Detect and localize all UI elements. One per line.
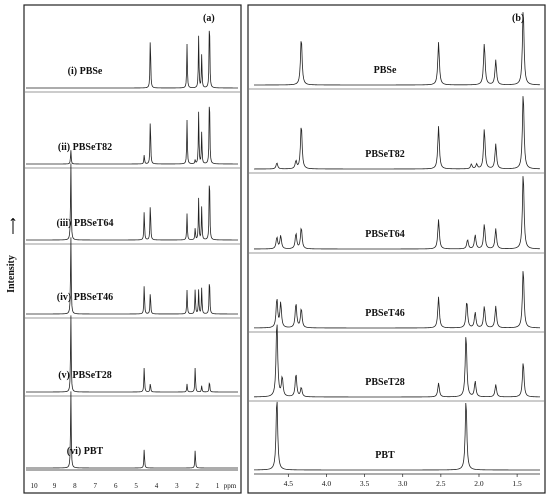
panel-b-label: (b) xyxy=(512,13,524,24)
panel-a-plot: (i) PBSe (ii) PBSeT82 (iii) PBSeT64 (iv) PB… xyxy=(25,30,240,490)
series-label-b-pbset28: PBSeT28 xyxy=(365,377,404,388)
x-tick-label-a-1: 9 xyxy=(53,482,57,490)
x-tick-label-b-0: 4.5 xyxy=(284,479,294,488)
x-tick-label-a-3: 7 xyxy=(94,482,98,490)
y-axis-arrow: ⟶ xyxy=(6,217,20,234)
x-tick-label-b-4: 2.5 xyxy=(436,479,446,488)
series-label-a-ii-pbset82: (ii) PBSeT82 xyxy=(58,142,112,153)
spectrum-a-i-pbse xyxy=(26,30,239,89)
panel-b-plot: PBSe PBSeT82 PBSeT64 PBSeT46 PBSeT28 PBT 4.5 4.… xyxy=(249,12,544,488)
series-label-b-pbt: PBT xyxy=(375,450,395,461)
spectrum-b-pbset64 xyxy=(253,176,541,250)
x-tick-label-b-6: 1.5 xyxy=(512,479,522,488)
series-label-b-pbse: PBSe xyxy=(374,65,397,76)
spectrum-b-pbset46 xyxy=(254,271,541,329)
series-label-a-v-pbset28: (v) PBSeT28 xyxy=(58,370,112,381)
spectrum-b-pbset28 xyxy=(253,324,541,398)
x-axis-unit-a: ppm xyxy=(224,482,237,490)
x-tick-label-a-2: 8 xyxy=(73,482,77,490)
x-tick-label-a-6: 4 xyxy=(155,482,159,490)
spectrum-a-ii-pbset82 xyxy=(26,106,239,165)
x-tick-label-b-1: 4.0 xyxy=(322,479,332,488)
series-label-a-i-pbse: (i) PBSe xyxy=(68,66,103,77)
x-tick-label-a-7: 3 xyxy=(175,482,179,490)
x-tick-label-a-8: 2 xyxy=(195,482,199,490)
x-tick-label-a-4: 6 xyxy=(114,482,118,490)
series-label-b-pbset82: PBSeT82 xyxy=(365,149,404,160)
panel-b-frame xyxy=(247,4,546,494)
series-label-a-iv-pbset46: (iv) PBSeT46 xyxy=(57,292,113,303)
series-label-a-iii-pbset64: (iii) PBSeT64 xyxy=(57,218,114,229)
x-tick-label-a-9: 1 xyxy=(216,482,220,490)
series-label-b-pbset46: PBSeT46 xyxy=(365,308,404,319)
y-axis-label-group: Intensity ⟶ xyxy=(6,217,20,293)
x-tick-label-b-3: 3.0 xyxy=(398,479,408,488)
series-label-b-pbset64: PBSeT64 xyxy=(365,229,404,240)
series-label-a-vi-pbt: (vi) PBT xyxy=(67,446,104,457)
x-tick-label-b-2: 3.5 xyxy=(360,479,370,488)
y-axis-label: Intensity xyxy=(6,255,17,293)
spectrum-a-iii-pbset64 xyxy=(26,163,238,241)
x-tick-label-b-5: 2.0 xyxy=(474,479,484,488)
panel-a-frame xyxy=(23,4,242,494)
spectrum-a-iv-pbset46 xyxy=(26,237,238,315)
spectrum-a-v-pbset28 xyxy=(26,315,238,393)
spectrum-b-pbse xyxy=(254,12,541,86)
spectrum-a-vi-pbt xyxy=(26,391,238,469)
x-tick-label-a-5: 5 xyxy=(134,482,138,490)
spectrum-b-pbset82 xyxy=(254,96,541,170)
x-tick-label-a-0: 10 xyxy=(31,482,39,490)
panel-a-label: (a) xyxy=(203,13,215,24)
spectrum-b-pbt xyxy=(253,401,540,471)
